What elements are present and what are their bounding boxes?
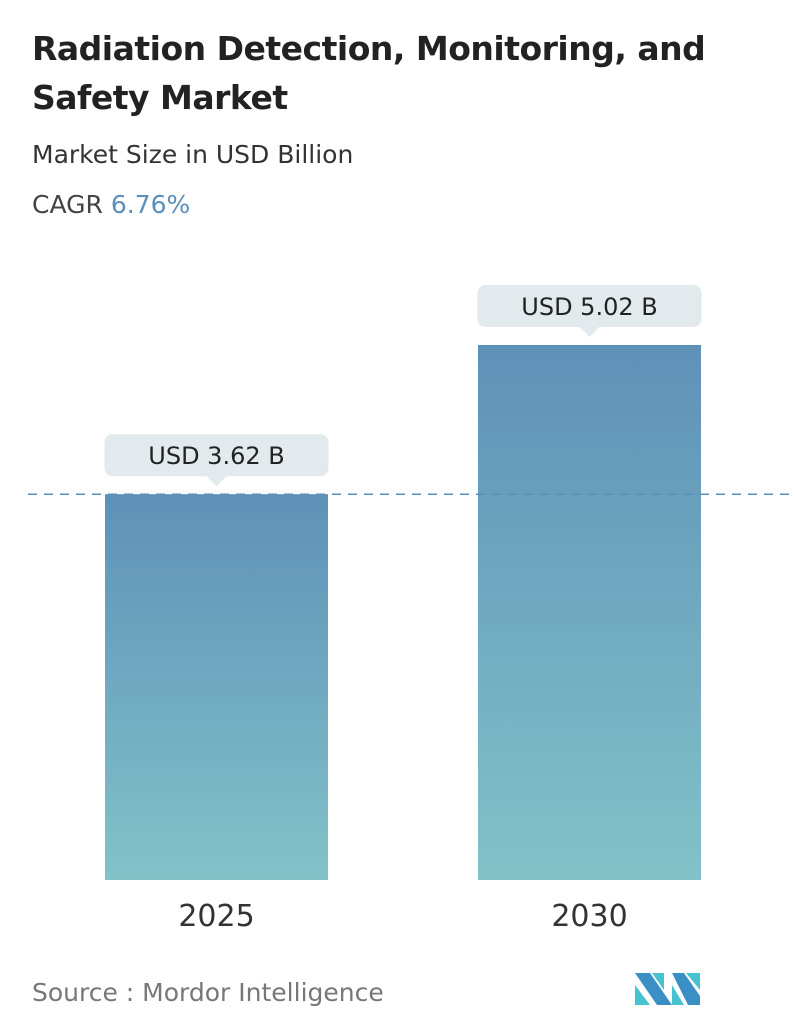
data-label-bg <box>477 285 702 327</box>
chart-title: Radiation Detection, Monitoring, and Saf… <box>32 29 706 117</box>
source-note: Source : Mordor Intelligence <box>32 978 384 1007</box>
chart-subtitle: Market Size in USD Billion <box>32 140 354 169</box>
bar-2025 <box>105 494 328 880</box>
data-label: USD 5.02 B <box>521 293 657 321</box>
x-tick-label: 2025 <box>178 899 254 934</box>
cagr-label: CAGR <box>32 190 103 219</box>
x-tick-label: 2030 <box>551 899 627 934</box>
data-label-bg <box>104 434 329 477</box>
cagr: CAGR 6.76% <box>32 190 190 219</box>
data-label: USD 3.62 B <box>148 442 284 470</box>
data-label-pointer <box>206 476 227 487</box>
bar-chart: USD 3.62 B 2025 USD 5.02 B 2030 <box>28 285 796 934</box>
bar-2030 <box>478 345 701 880</box>
data-label-pointer <box>579 327 600 337</box>
cagr-value: 6.76% <box>110 190 191 219</box>
